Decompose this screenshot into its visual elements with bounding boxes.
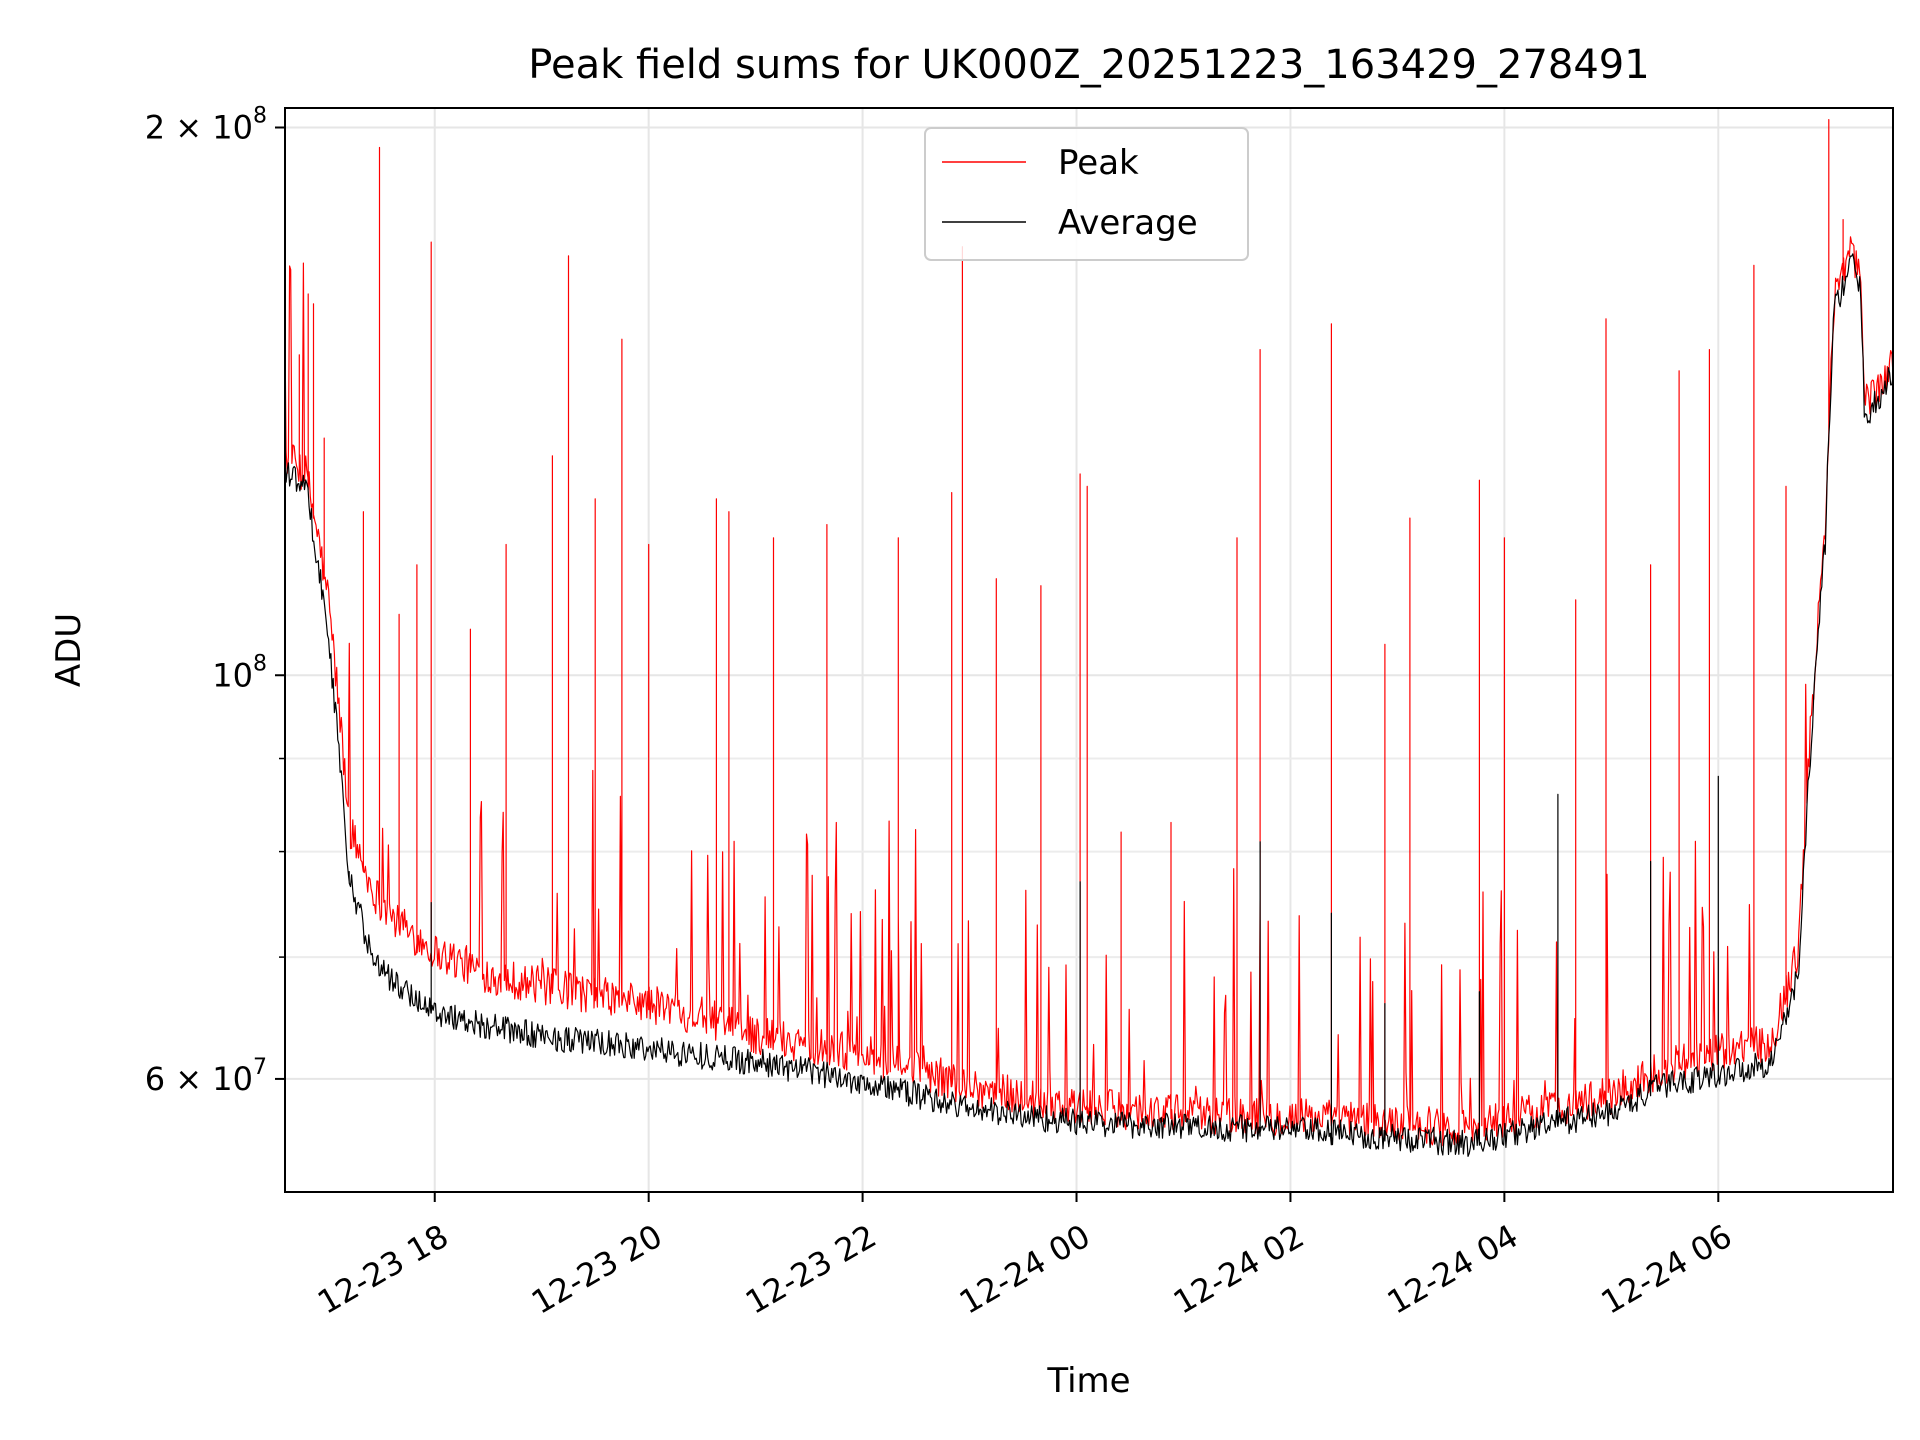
x-tick-label: 12-23 22 xyxy=(739,1217,883,1322)
y-axis-label: ADU xyxy=(49,613,89,687)
y-tick-exponent: 7 xyxy=(253,1055,267,1080)
legend-label-average: Average xyxy=(1058,203,1198,243)
plot-frame xyxy=(284,107,1894,1193)
y-tick-exponent: 8 xyxy=(253,104,267,129)
series-line-peak xyxy=(284,119,1894,1147)
series-layer xyxy=(284,119,1894,1157)
y-tick-mantissa: 6 xyxy=(145,1060,165,1098)
y-tick-label: 2 × 108 xyxy=(145,104,267,147)
series-line-average xyxy=(284,253,1894,1157)
x-tick-label: 12-24 04 xyxy=(1381,1217,1525,1322)
y-tick-exponent: 8 xyxy=(253,651,267,676)
legend-box xyxy=(924,127,1249,261)
legend: Peak Average xyxy=(924,127,1249,261)
y-tick-label: 108 xyxy=(212,651,267,694)
y-tick-base: × 10 xyxy=(165,1060,253,1098)
x-tick-label: 12-24 06 xyxy=(1595,1217,1739,1322)
chart-title: Peak field sums for UK000Z_20251223_1634… xyxy=(528,42,1649,88)
x-tick-label: 12-23 20 xyxy=(525,1217,669,1322)
x-axis-label: Time xyxy=(1046,1361,1130,1401)
y-tick-base: × 10 xyxy=(165,109,253,147)
y-tick-base: 10 xyxy=(212,656,253,694)
x-tick-label: 12-24 02 xyxy=(1167,1217,1311,1322)
x-tick-label: 12-24 00 xyxy=(953,1217,1097,1322)
x-tick-label: 12-23 18 xyxy=(311,1217,455,1322)
y-tick-mantissa: 2 xyxy=(145,109,165,147)
x-axis: 12-23 18 12-23 20 12-23 22 12-24 00 12-24 02… xyxy=(311,1192,1738,1322)
y-tick-label: 6 × 107 xyxy=(145,1055,267,1098)
legend-label-peak: Peak xyxy=(1058,143,1139,183)
